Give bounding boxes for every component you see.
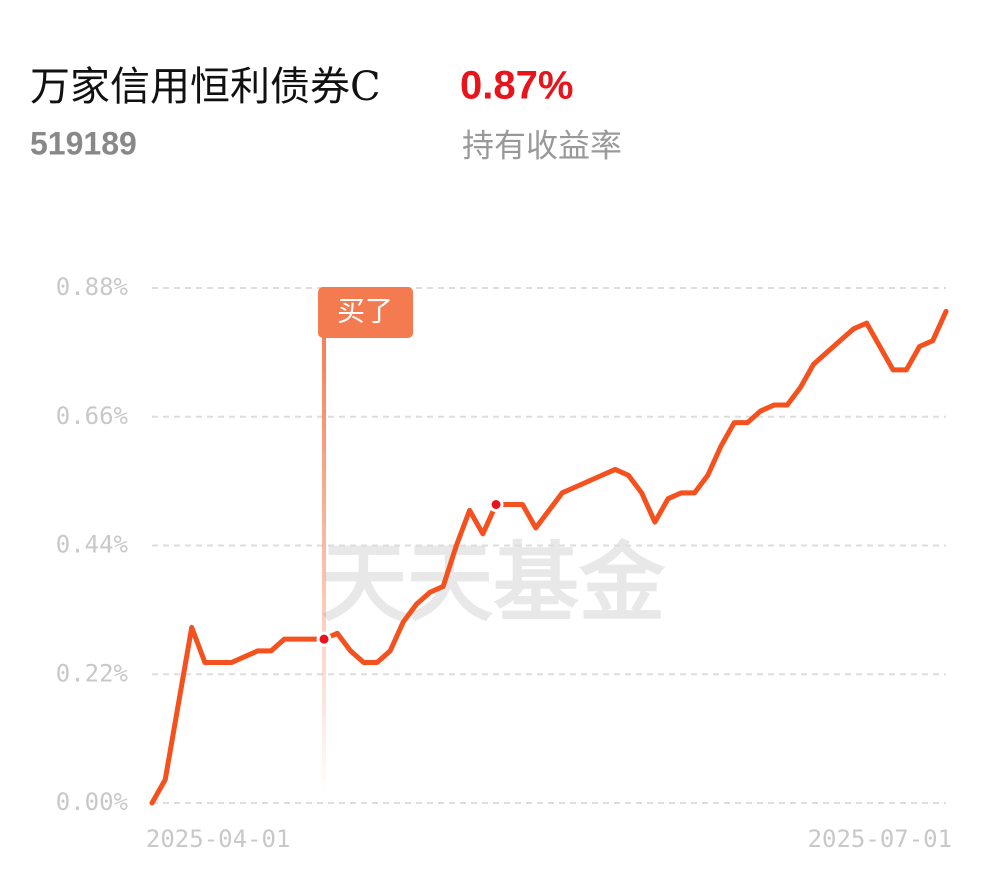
buy-flag-text: 买了 [337, 295, 393, 328]
y-tick-label: 0.44% [56, 531, 129, 559]
return-value: 0.87% [460, 64, 573, 108]
y-tick-label: 0.00% [56, 788, 129, 816]
x-tick-label: 2025-07-01 [808, 825, 953, 853]
watermark: 天天基金 [321, 536, 666, 632]
buy-line [322, 320, 327, 795]
point-marker [488, 497, 504, 513]
point-marker [316, 631, 332, 647]
y-tick-label: 0.22% [56, 659, 129, 687]
y-tick-label: 0.66% [56, 402, 129, 430]
fund-title: 万家信用恒利债券C [30, 64, 381, 110]
return-label: 持有收益率 [462, 127, 622, 165]
buy-flag [318, 287, 414, 338]
fund-code: 519189 [30, 125, 137, 161]
x-tick-label: 2025-04-01 [146, 825, 291, 853]
y-tick-label: 0.88% [56, 273, 129, 301]
series-line [149, 308, 949, 806]
